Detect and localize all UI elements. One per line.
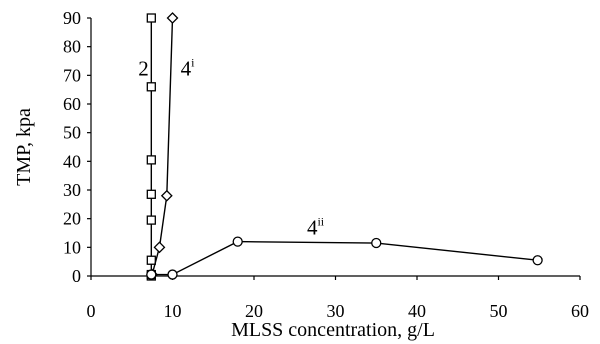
x-tick-label: 50: [490, 301, 508, 321]
y-tick-label: 30: [63, 180, 81, 200]
data-point-square: [146, 155, 156, 165]
series-label-name: 4: [181, 56, 192, 80]
x-tick-label: 10: [164, 301, 182, 321]
data-point-square: [146, 13, 156, 23]
x-axis-title: MLSS concentration, g/L: [231, 319, 435, 341]
data-point-square: [146, 255, 156, 265]
data-point-square: [146, 82, 156, 92]
data-point-square: [146, 215, 156, 225]
y-tick-label: 0: [72, 266, 81, 286]
y-tick-label: 90: [63, 8, 81, 28]
series-label-name: 2: [138, 56, 149, 80]
data-point-circle: [371, 237, 382, 249]
series-label: 4ii: [307, 214, 325, 239]
series-layer: [146, 12, 543, 281]
x-tick-label: 40: [408, 301, 426, 321]
x-tick-label: 60: [571, 301, 589, 321]
y-axis-title: TMP, kpa: [13, 108, 35, 186]
data-point-square: [146, 189, 156, 199]
x-tick-label: 30: [327, 301, 345, 321]
data-point-diamond: [153, 241, 166, 254]
series-line: [151, 17, 174, 275]
data-point-circle: [532, 255, 543, 266]
data-point-circle: [167, 269, 178, 280]
series-label-sup: i: [191, 55, 195, 69]
series-label-sup: ii: [317, 214, 324, 228]
y-tick-label: 80: [63, 37, 81, 57]
tick-labels: 0 10 20 30 40 50 60 70 80 90 0 10 20 30 40 50 60: [63, 8, 589, 321]
x-tick-label: 20: [245, 301, 263, 321]
data-point-diamond: [166, 12, 179, 24]
y-tick-label: 40: [63, 151, 81, 171]
series-label: 2: [138, 56, 149, 80]
series-label: 4i: [181, 55, 196, 80]
y-tick-label: 20: [63, 209, 81, 229]
y-tick-label: 10: [63, 237, 81, 257]
x-tick-label: 0: [87, 301, 96, 321]
series-line: [151, 240, 538, 276]
y-tick-label: 70: [63, 65, 81, 85]
data-point-diamond: [160, 189, 173, 202]
y-tick-label: 60: [63, 94, 81, 114]
y-tick-label: 50: [63, 123, 81, 143]
data-point-circle: [146, 269, 157, 280]
data-point-circle: [232, 236, 243, 247]
series-label-name: 4: [307, 215, 318, 239]
